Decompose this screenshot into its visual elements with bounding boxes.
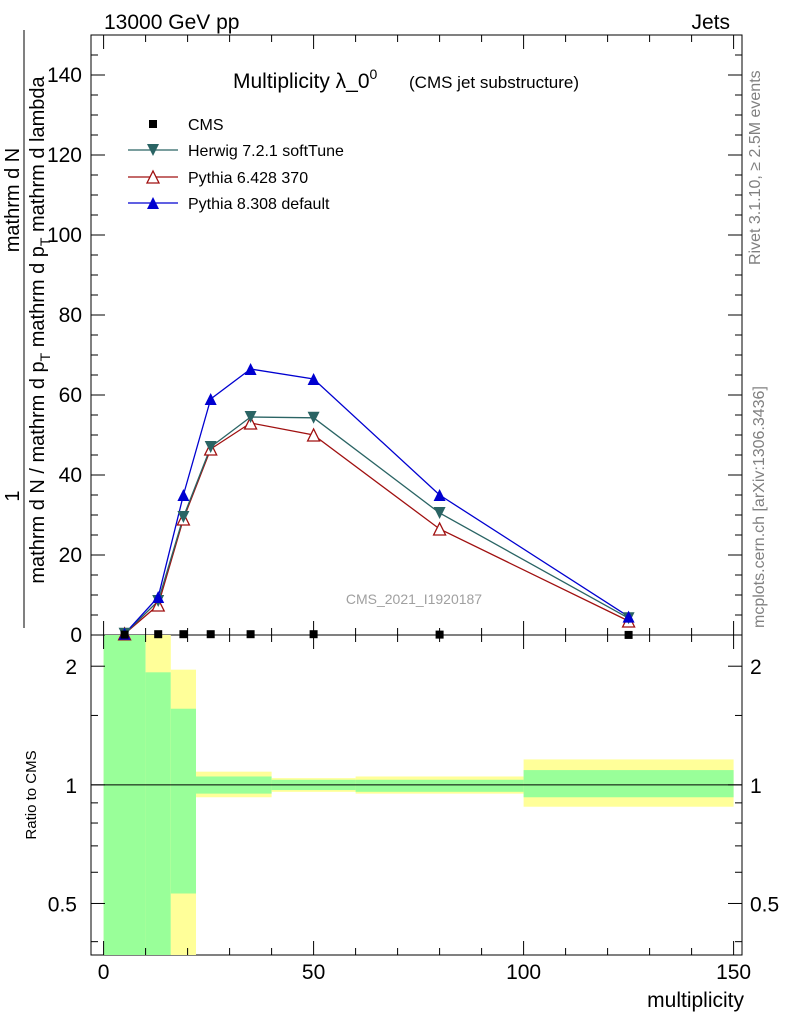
x-tick-label: 100 (506, 961, 541, 984)
chart-title: Multiplicity λ_00 (233, 66, 378, 93)
ratio-y-tick-label-left: 0.5 (48, 893, 77, 916)
ratio-y-tick-label-right: 2 (750, 656, 762, 679)
y-tick-label: 40 (59, 464, 82, 487)
legend-label-1: Herwig 7.2.1 softTune (188, 143, 344, 160)
y-tick-label: 140 (47, 64, 82, 87)
data-point-series-3 (244, 363, 257, 375)
x-tick-label: 50 (302, 961, 325, 984)
rivet-note: Rivet 3.1.10, ≥ 2.5M events (747, 70, 764, 265)
y-tick-label: 120 (47, 144, 82, 167)
data-point-series-0 (624, 630, 633, 639)
legend-marker-2 (145, 169, 161, 184)
series-line-1 (124, 416, 629, 635)
ratio-bands (103, 635, 734, 955)
y-tick-label: 20 (59, 544, 82, 567)
y-title-numerator: 1 (2, 490, 24, 501)
x-axis-title: multiplicity (647, 989, 744, 1012)
series-line-2 (124, 422, 629, 635)
series-layer (117, 363, 636, 641)
ratio-y-tick-label-right: 1 (750, 775, 762, 798)
data-point-series-0 (120, 630, 129, 639)
y-tick-label: 100 (47, 224, 82, 247)
data-point-series-0 (154, 630, 163, 639)
data-point-series-1 (307, 411, 320, 424)
ratio-y-title: Ratio to CMS (23, 750, 40, 839)
legend-marker-0 (149, 120, 157, 128)
data-point-series-1 (244, 411, 257, 423)
data-point-series-0 (206, 630, 215, 639)
data-point-series-3 (152, 591, 165, 603)
legend-marker-3 (147, 197, 159, 209)
legend: CMS Herwig 7.2.1 softTune Pythia 6.428 370… (128, 117, 344, 213)
data-point-series-2 (432, 521, 447, 536)
y-tick-label: 80 (59, 304, 82, 327)
data-point-series-1 (177, 511, 190, 523)
ratio-y-tick-label-left: 1 (65, 775, 77, 798)
chart-subtitle: (CMS jet substructure) (409, 73, 579, 92)
legend-label-3: Pythia 8.308 default (188, 196, 330, 213)
data-point-series-1 (204, 441, 217, 453)
y-tick-label: 0 (70, 624, 82, 647)
y-title-inner: mathrm d N (2, 148, 24, 252)
ratio-y-tick-label-right: 0.5 (750, 893, 779, 916)
legend-label-2: Pythia 6.428 370 (188, 170, 308, 187)
ratio-band-green-2 (170, 708, 196, 894)
ratio-band-green-5 (355, 779, 524, 792)
x-tick-label: 0 (98, 961, 110, 984)
legend-marker-1 (147, 144, 159, 156)
data-point-series-0 (179, 630, 188, 639)
data-point-series-0 (309, 630, 318, 639)
ratio-band-green-0 (103, 635, 146, 955)
ratio-band-green-6 (523, 770, 734, 798)
y-tick-label: 60 (59, 384, 82, 407)
y-title-denominator: mathrm d N / mathrm d pT mathrm d pT mat… (27, 75, 53, 583)
ratio-y-tick-label-left: 2 (65, 656, 77, 679)
series-line-3 (124, 368, 629, 635)
energy-label: 13000 GeV pp (104, 11, 239, 34)
data-point-series-3 (307, 373, 320, 385)
x-tick-label: 150 (716, 961, 751, 984)
data-point-series-3 (622, 610, 635, 623)
data-point-series-3 (177, 489, 190, 501)
data-point-series-3 (204, 393, 217, 405)
y-axis-title: 1 mathrm d N / mathrm d pT mathrm d pT m… (2, 30, 53, 628)
site-note: mcplots.cern.ch [arXiv:1306.3436] (751, 386, 768, 628)
axes: 0 50 100 150 0 20 40 60 80 100 120 140 0.5 0.5 1 1 2 2 (47, 35, 779, 984)
data-point-series-2 (306, 427, 321, 442)
data-point-series-0 (435, 630, 444, 639)
analysis-id: CMS_2021_I1920187 (346, 591, 482, 607)
legend-label-0: CMS (188, 117, 224, 134)
ratio-band-green-1 (145, 672, 171, 955)
category-label: Jets (691, 11, 730, 34)
ratio-plot-frame (90, 634, 743, 956)
data-point-series-3 (433, 489, 446, 501)
data-point-series-1 (433, 507, 446, 519)
data-point-series-0 (246, 630, 255, 639)
